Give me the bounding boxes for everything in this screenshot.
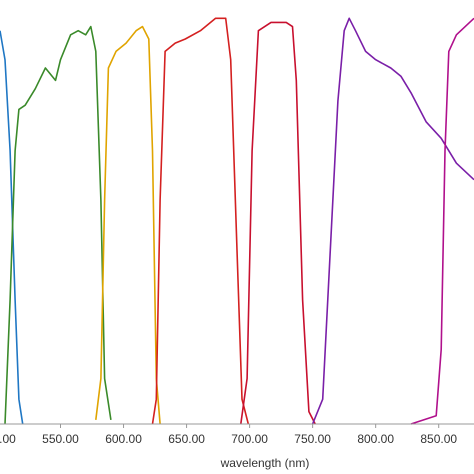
filter-curve [0,30,24,425]
x-tick-label: 800.00 [357,432,394,446]
filter-curve [95,25,161,425]
filter-curve [151,17,250,425]
plot-area [0,17,474,425]
x-tick-label: 850.00 [420,432,457,446]
filter-curve [4,25,112,425]
x-tick-label: 700.00 [231,432,268,446]
x-tick-label: 500.00 [0,432,16,446]
x-tick-label: 600.00 [105,432,142,446]
x-tick-label: 550.00 [42,432,79,446]
filter-curve [410,17,474,425]
x-axis-title: wavelength (nm) [220,456,310,470]
filter-curve [240,21,316,425]
x-tick-label: 650.00 [168,432,205,446]
filter-curve [311,17,474,425]
x-tick-label: 750.00 [294,432,331,446]
